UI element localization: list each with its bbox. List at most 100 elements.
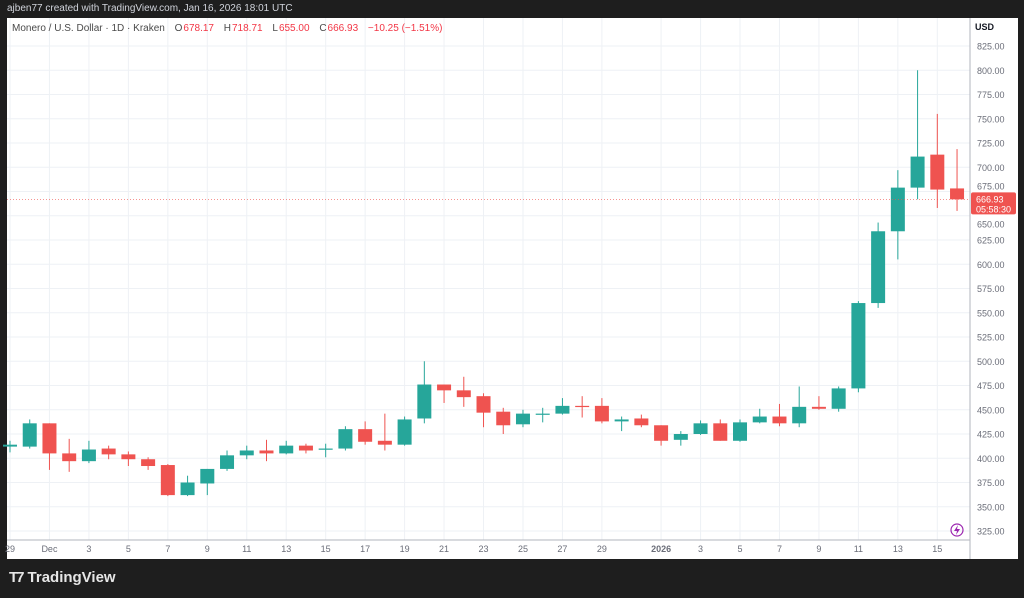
candle-2026-01-15[interactable]: [930, 113, 945, 208]
candle-2026-01-03[interactable]: [693, 420, 708, 435]
candle-body: [81, 449, 96, 462]
candle-body: [298, 445, 313, 451]
tradingview-logo[interactable]: T7 TradingView: [9, 569, 116, 586]
time-tick-label: 9: [205, 544, 210, 554]
time-tick-label: 5: [126, 544, 131, 554]
candle-body: [555, 405, 570, 414]
candle-2026-01-01[interactable]: [654, 425, 669, 446]
candle-2025-12-16[interactable]: [338, 426, 353, 451]
candle-2025-12-26[interactable]: [535, 407, 550, 423]
candle-2025-12-23[interactable]: [476, 393, 491, 428]
candle-2026-01-12[interactable]: [871, 222, 886, 308]
open-value: 678.17: [183, 23, 214, 34]
candle-2026-01-13[interactable]: [890, 170, 905, 260]
candle-2025-12-02[interactable]: [62, 438, 77, 472]
close-label: C: [319, 23, 327, 34]
candle-body: [456, 390, 471, 398]
price-tick-label: 600.00: [977, 260, 1005, 270]
candle-body: [515, 413, 530, 425]
time-tick-label: 5: [738, 544, 743, 554]
candle-2026-01-06[interactable]: [752, 408, 767, 424]
candle-2025-12-14[interactable]: [298, 443, 313, 454]
candle-body: [476, 396, 491, 413]
candle-2025-12-04[interactable]: [101, 445, 116, 460]
candle-2025-12-18[interactable]: [377, 413, 392, 451]
price-tick-label: 700.00: [977, 163, 1005, 173]
candle-body: [733, 422, 748, 441]
candle-2025-12-19[interactable]: [397, 416, 412, 446]
price-tick-label: 400.00: [977, 454, 1005, 464]
candle-body: [220, 455, 235, 469]
time-tick-label: 17: [360, 544, 370, 554]
candle-2026-01-16[interactable]: [950, 149, 965, 211]
candle-2026-01-05[interactable]: [733, 419, 748, 442]
last-price-label: 666.93: [976, 194, 1004, 204]
candle-2025-12-06[interactable]: [141, 457, 156, 470]
symbol-title: Monero / U.S. Dollar · 1D · Kraken: [12, 23, 165, 34]
candle-2025-12-17[interactable]: [358, 421, 373, 445]
candle-2025-12-24[interactable]: [496, 407, 511, 434]
candle-body: [831, 388, 846, 409]
candle-body: [101, 448, 116, 455]
tradingview-logo-icon: T7: [9, 569, 24, 586]
candle-body: [279, 445, 294, 454]
candle-body: [910, 156, 925, 188]
candle-2025-12-10[interactable]: [220, 450, 235, 471]
time-tick-label: 19: [400, 544, 410, 554]
price-tick-label: 675.00: [977, 181, 1005, 191]
open-label: O: [174, 23, 183, 34]
candle-2025-11-30[interactable]: [22, 419, 37, 449]
candle-body: [890, 187, 905, 232]
candle-2026-01-07[interactable]: [772, 403, 787, 427]
candle-body: [614, 419, 629, 422]
time-tick-label: 29: [5, 544, 15, 554]
candle-2025-12-20[interactable]: [417, 361, 432, 424]
candle-body: [950, 188, 965, 200]
candle-2025-12-13[interactable]: [279, 440, 294, 455]
candle-2026-01-10[interactable]: [831, 386, 846, 412]
candle-2025-12-01[interactable]: [42, 423, 57, 470]
candle-2025-12-27[interactable]: [555, 398, 570, 415]
candle-2025-12-08[interactable]: [180, 475, 195, 497]
time-tick-label: 3: [86, 544, 91, 554]
price-tick-label: 550.00: [977, 308, 1005, 318]
currency-label[interactable]: USD: [975, 22, 995, 32]
candle-2025-12-15[interactable]: [318, 443, 333, 458]
candle-2026-01-08[interactable]: [792, 386, 807, 428]
candle-body: [200, 468, 215, 484]
candle-body: [3, 444, 17, 447]
candle-2025-12-22[interactable]: [456, 376, 471, 407]
candle-2025-12-31[interactable]: [634, 414, 649, 428]
candle-body: [417, 384, 432, 419]
candle-body: [871, 231, 886, 304]
price-tick-label: 775.00: [977, 90, 1005, 100]
candle-2025-11-29[interactable]: [3, 440, 17, 453]
candle-body: [318, 448, 333, 450]
candle-2026-01-14[interactable]: [910, 70, 925, 200]
candle-2026-01-04[interactable]: [713, 419, 728, 441]
candle-2025-12-25[interactable]: [515, 409, 530, 428]
candle-2025-12-28[interactable]: [575, 396, 590, 418]
candle-2025-12-07[interactable]: [160, 464, 175, 497]
candle-2025-12-11[interactable]: [239, 445, 254, 460]
time-tick-label: 13: [893, 544, 903, 554]
candle-2025-12-29[interactable]: [594, 398, 609, 424]
candle-2025-12-09[interactable]: [200, 468, 215, 496]
candle-2025-12-30[interactable]: [614, 416, 629, 432]
candle-2026-01-11[interactable]: [851, 301, 866, 393]
candle-2026-01-02[interactable]: [673, 431, 688, 446]
candle-2025-12-21[interactable]: [437, 384, 452, 403]
candle-2025-12-03[interactable]: [81, 440, 96, 464]
candle-2025-12-12[interactable]: [259, 439, 274, 462]
candle-2026-01-09[interactable]: [811, 396, 826, 410]
price-tick-label: 325.00: [977, 527, 1005, 537]
high-label: H: [223, 23, 231, 34]
price-tick-label: 475.00: [977, 381, 1005, 391]
candle-2025-12-05[interactable]: [121, 451, 136, 467]
candle-body: [338, 429, 353, 449]
low-label: L: [272, 23, 278, 34]
candle-body: [180, 482, 195, 496]
price-tick-label: 800.00: [977, 66, 1005, 76]
candle-body: [259, 450, 274, 454]
